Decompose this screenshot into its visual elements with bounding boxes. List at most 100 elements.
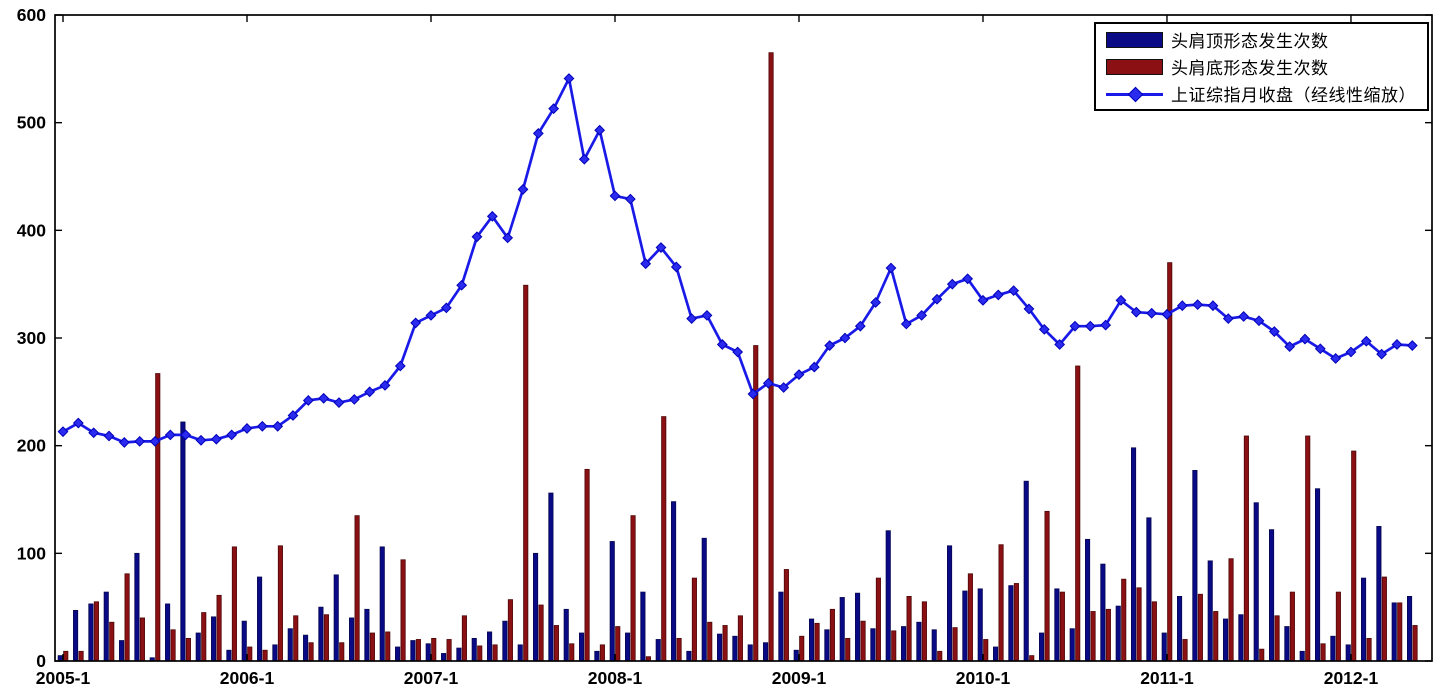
line-marker-diamond bbox=[348, 393, 360, 405]
line-marker-swatch-icon bbox=[1106, 86, 1163, 102]
line-marker-diamond bbox=[394, 360, 406, 372]
line-marker-diamond bbox=[72, 417, 84, 429]
bar-top-2010-1 bbox=[977, 588, 983, 662]
bar-top-2011-8 bbox=[1269, 529, 1275, 662]
bar-bottom-2007-10 bbox=[569, 643, 575, 662]
bar-bottom-2009-8 bbox=[906, 596, 912, 662]
line-marker-diamond bbox=[210, 433, 222, 445]
bar-top-2010-3 bbox=[1008, 585, 1014, 662]
bar-top-2010-8 bbox=[1085, 538, 1091, 662]
line-marker-diamond bbox=[1008, 285, 1020, 297]
bar-bottom-2006-3 bbox=[277, 545, 283, 662]
legend-label-hs-top: 头肩顶形态发生次数 bbox=[1171, 32, 1329, 51]
bar-bottom-2008-1 bbox=[615, 626, 621, 662]
bar-bottom-2009-4 bbox=[845, 637, 851, 662]
bar-top-2005-8 bbox=[165, 603, 171, 662]
bar-bottom-2008-12 bbox=[783, 569, 789, 662]
line-marker-diamond bbox=[318, 392, 330, 404]
bar-top-2007-2 bbox=[441, 653, 447, 662]
bar-bottom-2009-3 bbox=[829, 608, 835, 662]
bar-bottom-2010-1 bbox=[983, 639, 989, 662]
bar-bottom-2012-1 bbox=[1351, 450, 1357, 662]
x-tick-label: 2008-1 bbox=[588, 668, 643, 688]
bar-bottom-2005-5 bbox=[124, 573, 130, 662]
line-marker-diamond bbox=[333, 397, 345, 409]
bar-bottom-2006-10 bbox=[385, 631, 391, 662]
bar-top-2009-11 bbox=[947, 545, 953, 662]
bar-top-2008-10 bbox=[747, 644, 753, 662]
bar-bottom-2011-4 bbox=[1213, 611, 1219, 662]
line-marker-diamond bbox=[1268, 326, 1280, 337]
bar-bottom-2006-1 bbox=[247, 646, 253, 662]
line-marker-diamond bbox=[808, 361, 820, 373]
bar-top-2006-5 bbox=[303, 634, 309, 662]
bar-bottom-2005-1 bbox=[63, 650, 69, 662]
x-tick-label: 2012-1 bbox=[1324, 668, 1379, 688]
line-marker-diamond bbox=[164, 429, 176, 441]
y-tick-label: 100 bbox=[17, 543, 46, 563]
bar-top-2006-10 bbox=[379, 546, 385, 662]
bar-top-2008-3 bbox=[640, 591, 646, 662]
bar-bottom-2011-11 bbox=[1320, 643, 1326, 662]
bar-top-2005-3 bbox=[88, 603, 94, 662]
bar-bottom-2010-7 bbox=[1075, 365, 1081, 662]
bar-top-2010-7 bbox=[1069, 628, 1075, 662]
line-marker-diamond bbox=[916, 309, 928, 321]
line-marker-diamond bbox=[793, 369, 805, 381]
bar-top-2007-10 bbox=[563, 608, 569, 662]
bar-top-2011-5 bbox=[1223, 618, 1229, 662]
line-marker-diamond bbox=[1299, 333, 1311, 345]
bar-top-2005-6 bbox=[134, 552, 140, 662]
bar-bottom-2011-1 bbox=[1167, 262, 1173, 662]
bar-top-2010-4 bbox=[1023, 480, 1029, 662]
bar-bottom-2006-8 bbox=[354, 515, 360, 662]
line-marker-diamond bbox=[1146, 307, 1158, 319]
x-tick-label: 2009-1 bbox=[772, 668, 827, 688]
line-marker-diamond bbox=[1054, 339, 1066, 350]
bar-bottom-2006-6 bbox=[323, 614, 329, 662]
bar-bottom-2012-5 bbox=[1412, 625, 1418, 662]
bar-bottom-2007-7 bbox=[523, 284, 529, 662]
bar-top-2009-1 bbox=[793, 649, 799, 662]
bar-bottom-2006-7 bbox=[339, 642, 345, 662]
y-tick-label: 300 bbox=[17, 328, 46, 348]
bar-top-2005-11 bbox=[211, 616, 217, 662]
bar-bottom-2011-8 bbox=[1274, 615, 1280, 662]
line-marker-diamond bbox=[548, 103, 560, 115]
bar-bottom-2009-1 bbox=[799, 635, 805, 662]
bar-top-2007-7 bbox=[517, 644, 523, 662]
bar-bottom-2008-6 bbox=[691, 577, 697, 662]
index-line bbox=[62, 77, 1413, 444]
bar-top-2008-11 bbox=[763, 642, 769, 662]
bar-top-2009-3 bbox=[824, 629, 830, 662]
bar-top-2007-6 bbox=[502, 620, 508, 662]
bar-top-2012-3 bbox=[1376, 526, 1382, 662]
bar-top-2011-10 bbox=[1299, 650, 1305, 662]
x-tick-label: 2007-1 bbox=[404, 668, 459, 688]
bar-bottom-2011-7 bbox=[1259, 648, 1265, 662]
line-marker-diamond bbox=[195, 434, 207, 446]
bar-bottom-2009-7 bbox=[891, 630, 897, 662]
line-marker-diamond bbox=[1100, 319, 1112, 331]
x-tick-label: 2011-1 bbox=[1140, 668, 1194, 688]
line-marker-diamond bbox=[640, 258, 652, 270]
bar-bottom-2007-1 bbox=[431, 637, 437, 662]
bar-bottom-2008-4 bbox=[661, 416, 667, 662]
bar-bottom-2005-4 bbox=[109, 621, 115, 662]
bar-bottom-2010-6 bbox=[1059, 591, 1065, 662]
bar-bottom-2008-7 bbox=[707, 621, 713, 662]
legend-item-index-line: 上证综指月收盘（经线性缩放） bbox=[1096, 81, 1427, 107]
legend-item-hs-top: 头肩顶形态发生次数 bbox=[1096, 27, 1427, 53]
bar-bottom-2007-3 bbox=[461, 615, 467, 662]
bar-top-2011-7 bbox=[1253, 502, 1259, 662]
bar-top-2007-1 bbox=[425, 643, 431, 662]
bar-top-2006-2 bbox=[257, 576, 263, 662]
bar-top-2008-5 bbox=[671, 501, 677, 662]
bar-top-2008-4 bbox=[655, 639, 661, 662]
line-marker-diamond bbox=[854, 320, 866, 332]
bar-bottom-2005-2 bbox=[78, 650, 84, 662]
bar-bottom-2005-11 bbox=[216, 594, 222, 662]
line-marker-diamond bbox=[762, 377, 774, 389]
